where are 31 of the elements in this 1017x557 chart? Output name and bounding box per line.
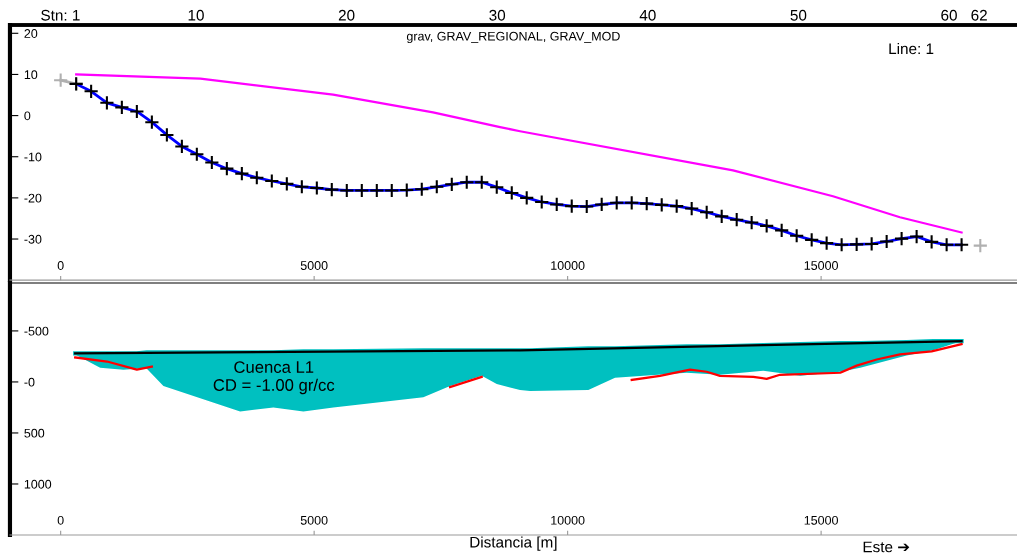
x2-tick-label: 60 xyxy=(941,9,957,21)
y-tick-label: 500 xyxy=(24,428,45,438)
annotation: Line: 1 xyxy=(889,42,934,55)
x2-tick-label: 30 xyxy=(489,9,506,21)
y-tick-label: -500 xyxy=(24,326,49,336)
x2-tick-label: 40 xyxy=(639,9,656,21)
chart-title: grav, GRAV_REGIONAL, GRAV_MOD xyxy=(406,31,620,44)
y-tick-label: -30 xyxy=(24,234,42,244)
y-tick-label: -20 xyxy=(24,193,42,203)
y-tick-label: 20 xyxy=(24,29,38,38)
x-tick-label: 10000 xyxy=(551,261,585,270)
y-tick-label: 0 xyxy=(24,111,31,121)
x-tick-label: 15000 xyxy=(804,515,838,525)
y-tick-label: 10 xyxy=(24,70,38,80)
x2-tick-label: 62 xyxy=(971,9,987,21)
y-tick-label: -0 xyxy=(24,377,35,387)
x-tick-label: 15000 xyxy=(804,261,838,270)
x-axis-title: Distancia [m] xyxy=(470,536,557,551)
annotation: Cuenca L1 CD = -1.00 gr/cc xyxy=(213,361,335,395)
x2-tick-label: Stn: 1 xyxy=(41,9,80,21)
x-tick-label: 0 xyxy=(57,261,64,270)
x-tick-label: 5000 xyxy=(300,261,328,270)
y-tick-label: 1000 xyxy=(24,479,52,489)
x2-tick-label: 20 xyxy=(338,9,355,21)
x-tick-label: 5000 xyxy=(300,515,328,525)
x-tick-label: 10000 xyxy=(551,515,585,525)
x-tick-label: 0 xyxy=(57,515,64,525)
x2-tick-label: 50 xyxy=(790,9,807,21)
x2-tick-label: 10 xyxy=(188,9,204,21)
text: Este ➔ xyxy=(863,541,910,553)
y-tick-label: -10 xyxy=(24,152,42,162)
